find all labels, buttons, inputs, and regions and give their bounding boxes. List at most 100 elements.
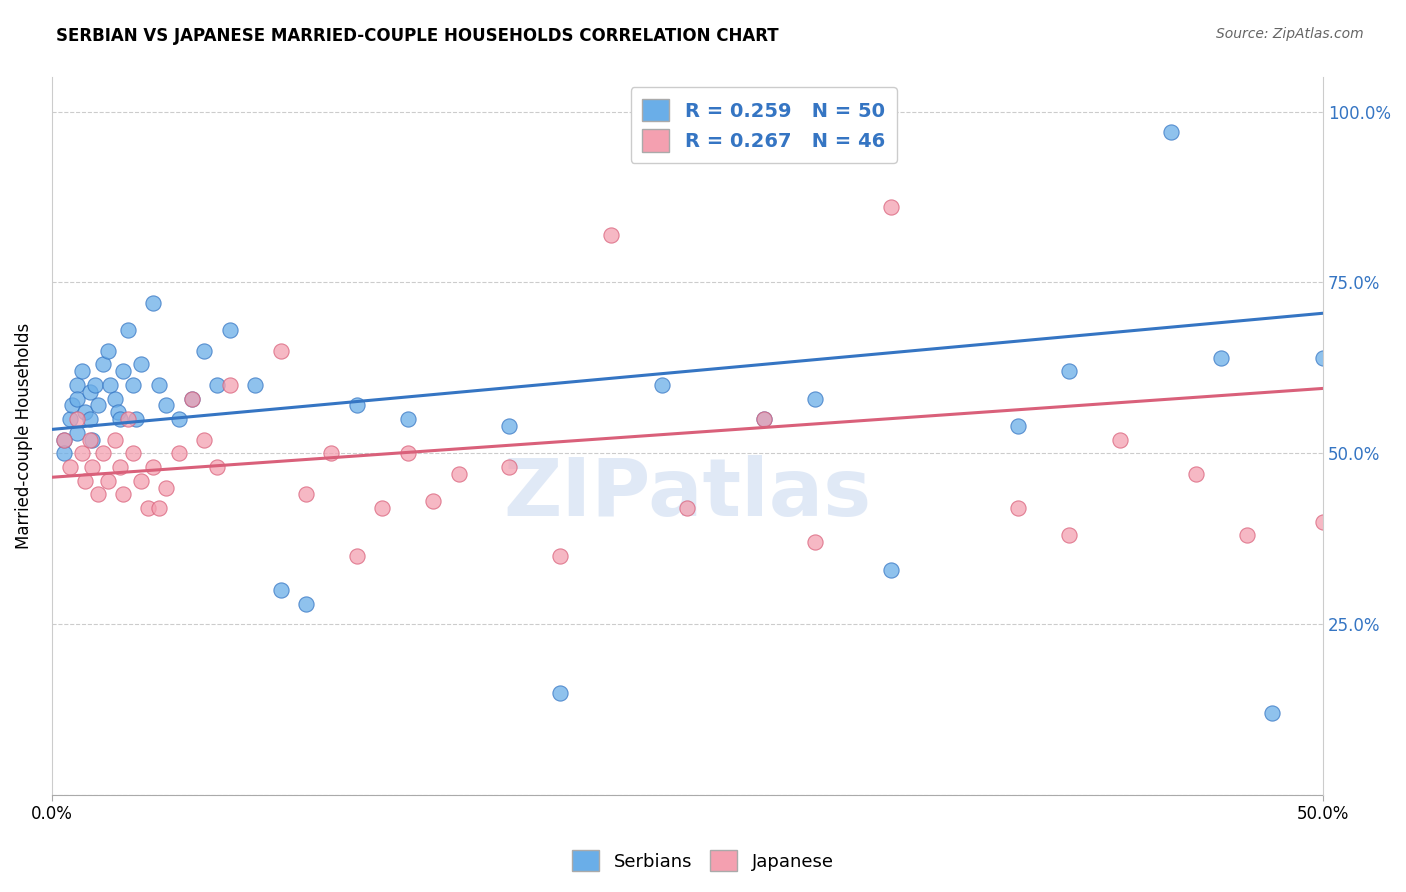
Point: [66, 425, 89, 440]
Point: [205, 378, 228, 392]
Point: [148, 378, 170, 392]
Point: [1007, 501, 1029, 516]
Point: [72, 364, 94, 378]
Point: [155, 481, 177, 495]
Point: [72, 446, 94, 460]
Point: [396, 412, 419, 426]
Point: [371, 501, 394, 516]
Point: [550, 549, 572, 563]
Point: [167, 412, 190, 426]
Point: [97, 474, 120, 488]
Point: [550, 685, 572, 699]
Point: [97, 343, 120, 358]
Point: [142, 460, 165, 475]
Point: [117, 412, 139, 426]
Point: [218, 378, 240, 392]
Point: [321, 446, 343, 460]
Point: [91, 358, 114, 372]
Point: [880, 200, 903, 214]
Point: [138, 501, 160, 516]
Point: [148, 501, 170, 516]
Point: [1160, 125, 1182, 139]
Point: [205, 460, 228, 475]
Text: SERBIAN VS JAPANESE MARRIED-COUPLE HOUSEHOLDS CORRELATION CHART: SERBIAN VS JAPANESE MARRIED-COUPLE HOUSE…: [56, 27, 779, 45]
Point: [346, 549, 368, 563]
Point: [803, 392, 825, 406]
Point: [86, 487, 108, 501]
Point: [1312, 351, 1334, 365]
Legend: R = 0.259   N = 50, R = 0.267   N = 46: R = 0.259 N = 50, R = 0.267 N = 46: [630, 87, 897, 163]
Point: [295, 487, 318, 501]
Point: [66, 378, 89, 392]
Point: [53, 433, 76, 447]
Point: [1211, 351, 1233, 365]
Text: ZIPatlas: ZIPatlas: [503, 455, 872, 533]
Point: [79, 412, 101, 426]
Point: [447, 467, 470, 481]
Point: [98, 378, 121, 392]
Point: [129, 474, 152, 488]
Point: [60, 399, 83, 413]
Point: [79, 384, 101, 399]
Point: [110, 412, 132, 426]
Point: [1236, 528, 1258, 542]
Point: [107, 405, 129, 419]
Point: [110, 460, 132, 475]
Point: [1057, 364, 1080, 378]
Point: [752, 412, 775, 426]
Point: [167, 446, 190, 460]
Y-axis label: Married-couple Households: Married-couple Households: [15, 323, 32, 549]
Point: [58, 460, 80, 475]
Point: [295, 597, 318, 611]
Point: [676, 501, 699, 516]
Point: [82, 433, 104, 447]
Point: [104, 392, 127, 406]
Point: [58, 412, 80, 426]
Point: [218, 323, 240, 337]
Point: [1108, 433, 1130, 447]
Point: [498, 419, 520, 434]
Point: [270, 582, 292, 597]
Point: [498, 460, 520, 475]
Point: [129, 358, 152, 372]
Point: [73, 474, 96, 488]
Point: [880, 562, 903, 576]
Point: [1261, 706, 1284, 720]
Point: [122, 378, 145, 392]
Point: [180, 392, 202, 406]
Point: [142, 296, 165, 310]
Point: [1312, 515, 1334, 529]
Point: [193, 433, 215, 447]
Point: [124, 412, 146, 426]
Point: [1185, 467, 1208, 481]
Point: [122, 446, 145, 460]
Point: [270, 343, 292, 358]
Point: [752, 412, 775, 426]
Point: [1007, 419, 1029, 434]
Point: [803, 535, 825, 549]
Point: [180, 392, 202, 406]
Point: [600, 227, 623, 242]
Point: [1057, 528, 1080, 542]
Point: [82, 460, 104, 475]
Point: [396, 446, 419, 460]
Point: [84, 378, 107, 392]
Point: [117, 323, 139, 337]
Point: [86, 399, 108, 413]
Point: [422, 494, 444, 508]
Point: [243, 378, 266, 392]
Point: [66, 392, 89, 406]
Point: [651, 378, 673, 392]
Legend: Serbians, Japanese: Serbians, Japanese: [565, 843, 841, 879]
Point: [155, 399, 177, 413]
Point: [53, 433, 76, 447]
Point: [91, 446, 114, 460]
Text: Source: ZipAtlas.com: Source: ZipAtlas.com: [1216, 27, 1364, 41]
Point: [66, 412, 89, 426]
Point: [346, 399, 368, 413]
Point: [73, 405, 96, 419]
Point: [79, 433, 101, 447]
Point: [104, 433, 127, 447]
Point: [111, 487, 134, 501]
Point: [111, 364, 134, 378]
